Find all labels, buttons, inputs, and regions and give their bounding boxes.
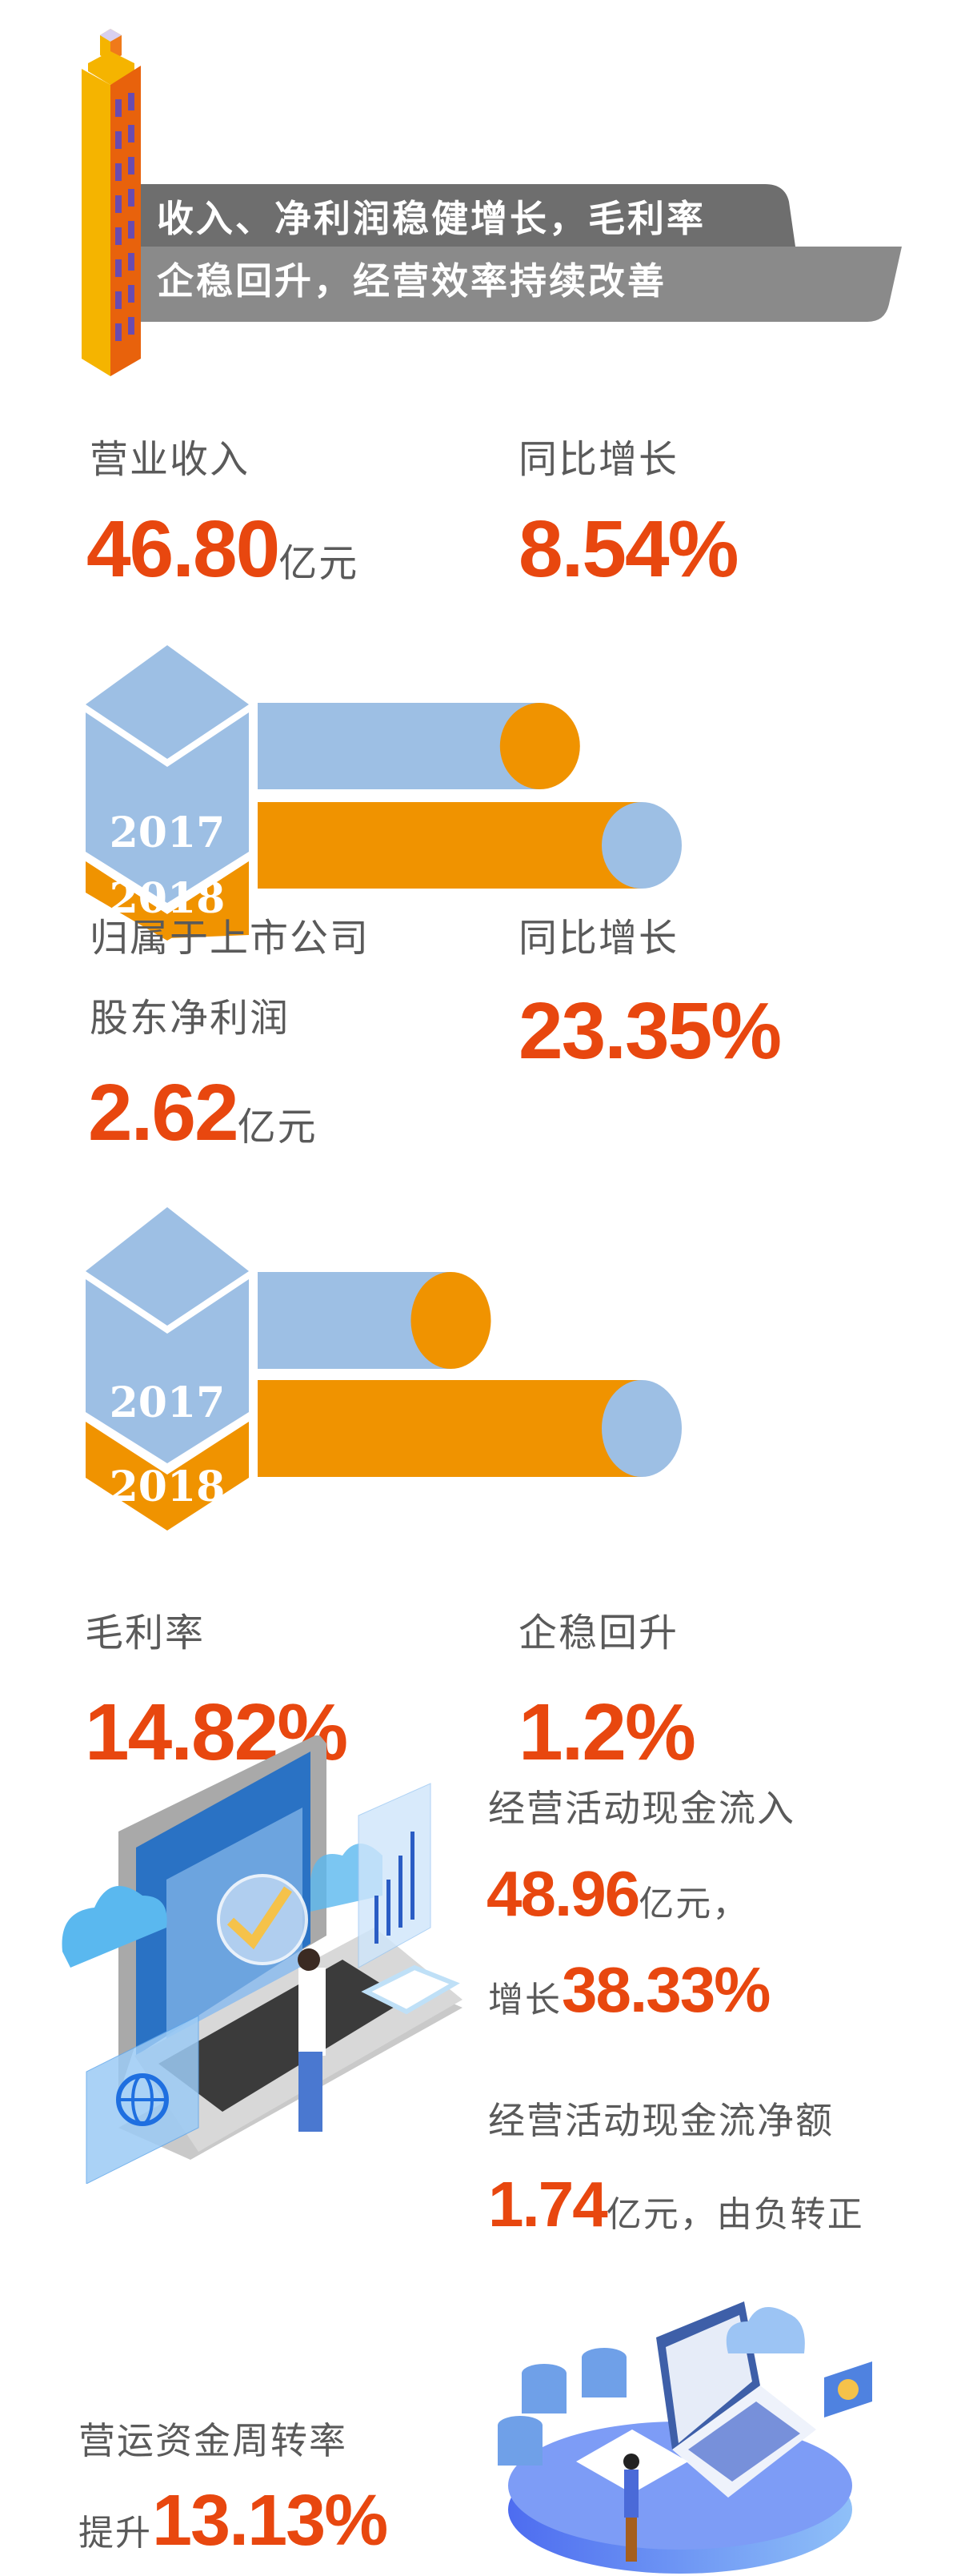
profit-unit: 亿元 (237, 1105, 318, 1150)
revenue-bar-chart: 2017 2018 (86, 645, 682, 941)
profit-label-line-2: 股东净利润 (90, 996, 290, 1041)
cash-inflow-unit: 亿元， (639, 1884, 750, 1924)
data-platform-illustration (498, 2301, 872, 2574)
profit-label-line-1: 归属于上市公司 (90, 916, 370, 961)
cash-growth-value: 38.33% (562, 1954, 771, 2025)
bar-cap-2017 (410, 1272, 491, 1369)
cash-net-value: 1.74亿元，由负转正 (488, 2173, 864, 2237)
revenue-unit: 亿元 (278, 541, 359, 586)
revenue-growth-label: 同比增长 (519, 437, 679, 482)
revenue-label: 营业收入 (90, 437, 250, 482)
building-icon (82, 29, 141, 376)
title-banner (141, 184, 902, 322)
working-capital-value: 提升13.13% (78, 2485, 388, 2557)
margin-change-label: 企稳回升 (519, 1611, 679, 1655)
laptop-illustration (62, 1735, 462, 2184)
profit-growth-label: 同比增长 (519, 916, 679, 961)
working-capital-number: 13.13% (152, 2481, 388, 2561)
cash-inflow-number: 48.96 (486, 1858, 640, 1929)
cash-inflow-value: 48.96亿元， (486, 1862, 749, 1926)
year-2018-label: 2018 (110, 874, 226, 923)
working-capital-label: 营运资金周转率 (78, 2419, 347, 2462)
title-line-1: 收入、净利润稳健增长，毛利率 (157, 197, 706, 240)
profit-bar-chart: 2017 2018 (86, 1207, 682, 1531)
profit-value: 2.62亿元 (88, 1073, 318, 1153)
bar-cap-2017 (499, 703, 580, 789)
title-line-2: 企稳回升，经营效率持续改善 (157, 259, 667, 303)
bar-cap-2018 (602, 802, 682, 889)
revenue-growth-value: 8.54% (519, 504, 739, 594)
cash-growth-prefix: 增长 (488, 1980, 562, 2020)
cash-net-suffix: 亿元，由负转正 (606, 2194, 864, 2235)
profit-growth-value: 23.35% (519, 986, 782, 1076)
revenue-number: 46.80 (86, 504, 280, 594)
bar-cap-2018 (602, 1380, 682, 1477)
year-2017-label: 2017 (110, 809, 226, 857)
year-2017-label: 2017 (110, 1378, 226, 1427)
bar-2017 (258, 703, 540, 789)
hex-top-2017 (86, 645, 249, 759)
margin-label: 毛利率 (85, 1611, 206, 1655)
cash-growth: 增长38.33% (488, 1958, 771, 2022)
working-capital-prefix: 提升 (78, 2513, 152, 2554)
cash-net-label: 经营活动现金流净额 (488, 2099, 834, 2142)
bar-2018 (258, 802, 642, 889)
cash-net-number: 1.74 (488, 2169, 608, 2240)
cash-inflow-label: 经营活动现金流入 (488, 1787, 795, 1830)
year-2018-label: 2018 (110, 1463, 226, 1511)
hex-body-2017 (86, 712, 249, 903)
profit-number: 2.62 (88, 1068, 239, 1158)
margin-change-value: 1.2% (519, 1687, 696, 1777)
hex-body-2018 (86, 861, 249, 938)
bar-2018 (258, 1380, 642, 1477)
revenue-value: 46.80亿元 (86, 509, 358, 589)
